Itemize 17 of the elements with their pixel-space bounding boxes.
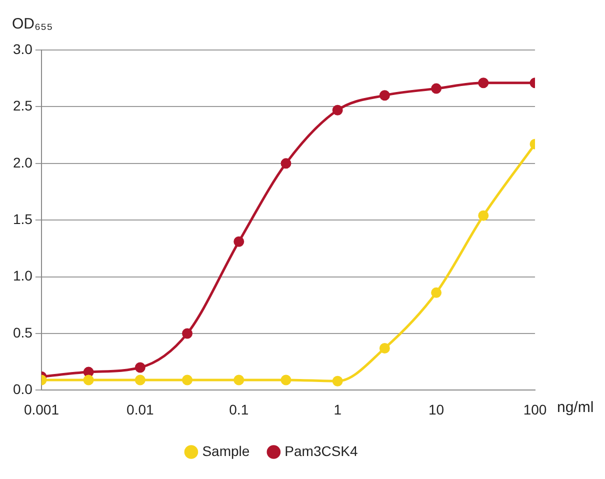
x-tick-label: 0.001	[24, 401, 60, 418]
y-tick-label: 1.5	[12, 210, 33, 227]
x-tick-label: 0.01	[126, 401, 154, 418]
y-axis-title: OD₆₅₅	[12, 16, 53, 33]
y-tick-label: 2.5	[12, 98, 33, 114]
y-tick-label: 3.0	[12, 40, 33, 57]
x-axis-title: ng/ml	[557, 398, 594, 416]
x-tick-label: 10	[428, 401, 444, 418]
y-tick-label: 1.0	[12, 268, 33, 284]
legend-label: Pam3CSK4	[284, 442, 358, 459]
x-tick-label: 100	[523, 401, 547, 418]
x-tick-label: 0.1	[229, 401, 249, 418]
y-tick-label: 0.5	[12, 324, 33, 340]
legend-label: Sample	[202, 442, 250, 459]
y-tick-label: 0.0	[12, 381, 33, 398]
x-tick-label: 1	[334, 401, 342, 418]
y-tick-label: 2.0	[12, 154, 33, 170]
